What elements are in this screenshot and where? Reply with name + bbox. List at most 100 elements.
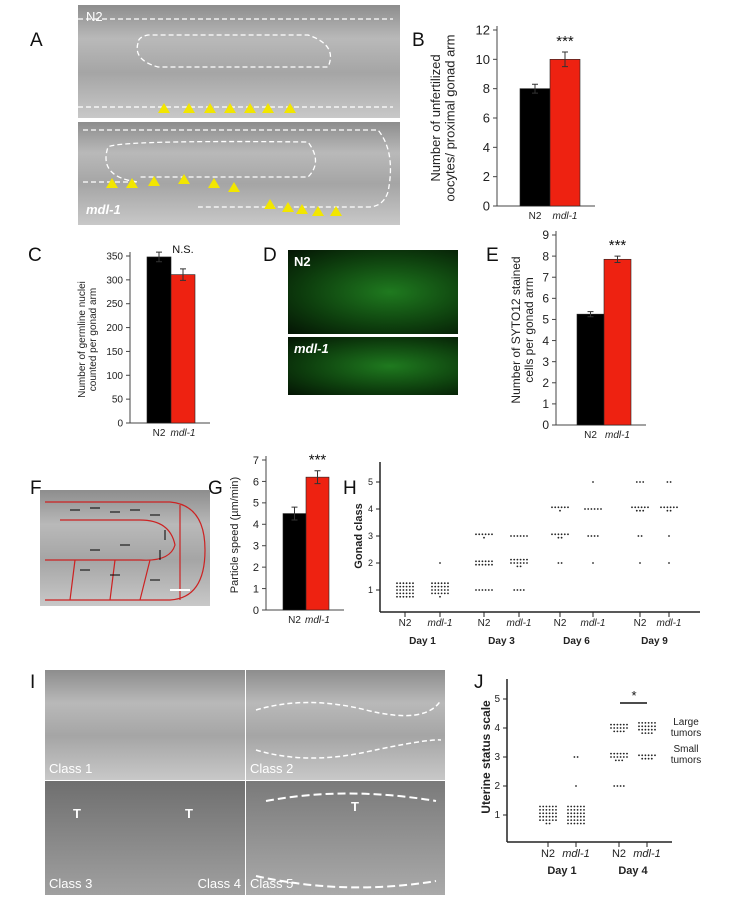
data-point [478,563,481,566]
data-point [567,809,569,811]
data-point [437,589,440,591]
y-tick-label: 6 [253,476,259,488]
data-point [516,558,519,561]
data-point [447,585,449,588]
data-point [478,533,481,536]
data-point [431,589,433,591]
data-point [613,756,616,758]
data-point [557,533,560,536]
data-point [587,535,590,537]
data-point [443,582,446,585]
data-point [402,582,405,585]
data-point [643,506,646,509]
data-point [478,560,481,563]
data-point [616,723,619,726]
y-tick-label: 5 [253,498,259,510]
y-tick-label: 7 [542,270,549,284]
data-point [487,533,490,536]
panel-label-d: D [263,245,277,266]
data-point [412,589,414,591]
panel-label-i: I [30,672,36,693]
day-label: Day 9 [641,636,668,647]
data-point [399,589,402,591]
error-bar [532,83,538,94]
data-point [638,722,640,724]
data-point [593,535,596,537]
data-point [641,722,644,724]
data-point [478,589,481,591]
x-tick-label: N2 [541,848,555,860]
x-tick-label: mdl-1 [605,430,630,441]
data-point [613,730,616,733]
x-tick-label: mdl-1 [427,618,452,629]
x-tick-label: N2 [399,618,412,629]
data-point [583,815,585,818]
x-tick-label: mdl-1 [552,211,577,222]
data-point [600,508,602,510]
data-point [647,722,650,724]
data-point [647,506,649,509]
data-point [516,562,519,564]
day-label: Day 4 [618,865,648,877]
error-bar [314,470,321,485]
data-point [619,723,622,726]
data-point [650,725,653,728]
data-point [616,785,619,787]
panel-label-f: F [30,478,42,499]
panel-label-j: J [474,672,484,693]
data-point [542,815,545,818]
data-point [542,805,545,808]
data-point [619,785,622,787]
data-point [567,533,569,536]
data-point [570,812,573,815]
panel-label-h: H [343,478,357,499]
data-point [440,589,443,591]
data-point [510,558,512,561]
data-point [622,785,625,787]
data-point [551,819,554,821]
y-tick-label: 1 [368,585,373,595]
data-point [650,722,653,724]
data-point [551,809,554,811]
data-point [405,595,408,598]
data-point [551,815,554,818]
y-tick-label: 4 [542,334,549,348]
data-point [638,728,640,731]
data-point [619,727,622,729]
data-point [573,805,576,808]
data-point [539,812,541,815]
data-point [519,562,522,564]
y-tick-label: 9 [542,228,549,242]
data-point [548,819,551,821]
data-point [560,536,563,539]
y-tick-label: 0 [483,199,490,214]
data-point [567,819,569,821]
day-label: Day 6 [563,636,590,647]
data-point [399,582,402,585]
data-point [593,508,596,510]
data-point [644,722,647,724]
data-point [590,535,593,537]
class-label: Class 3 [49,876,93,891]
y-tick-label: 5 [368,477,373,487]
data-point [557,562,560,564]
data-point [447,582,449,585]
data-point [396,592,398,595]
data-point [637,506,640,509]
data-point [408,582,411,585]
micrograph-particle-flow [40,490,210,606]
y-tick-label: 6 [483,111,490,126]
data-point [519,589,522,591]
large-tumors-label: Large [673,717,699,728]
data-point [573,809,576,811]
data-point [644,754,647,757]
data-point [560,533,563,536]
data-point [644,725,647,728]
y-tick-label: 7 [253,455,259,467]
data-point [642,481,645,483]
data-point [610,723,612,726]
y-tick-label: 0 [253,605,259,617]
y-tick-label: 150 [106,347,123,358]
data-point [542,819,545,821]
data-point [519,565,522,568]
